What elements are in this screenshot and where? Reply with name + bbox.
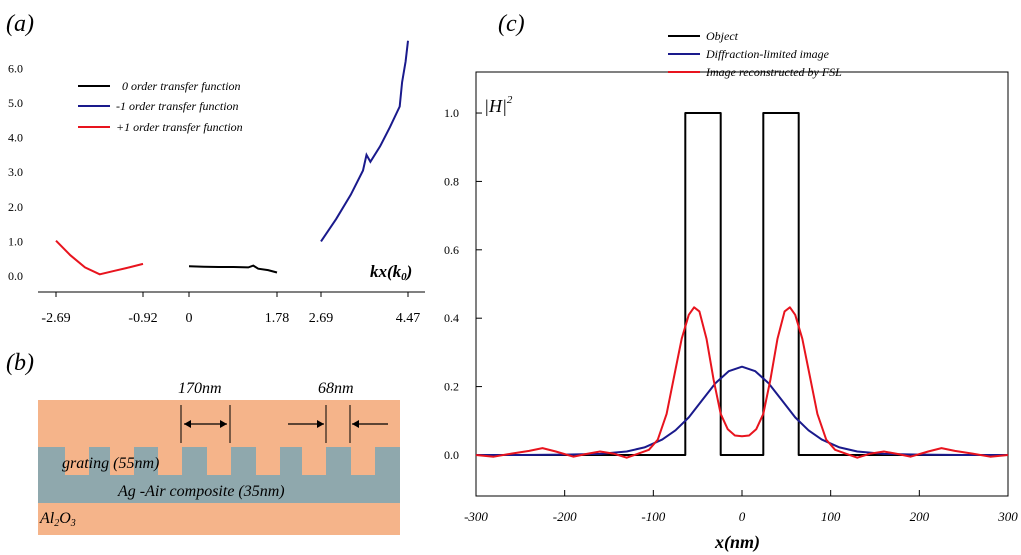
grating-groove xyxy=(256,447,280,475)
chart-c-y-tick-label: 0.8 xyxy=(444,174,459,188)
chart-c-frame xyxy=(475,71,1009,497)
chart-a-x-tick-label: -0.92 xyxy=(128,311,157,326)
chart-c-x-tick-label: 200 xyxy=(910,509,930,524)
chart-a-y-tick-label: 5.0 xyxy=(8,96,23,110)
series-diffraction-limited-image xyxy=(476,365,1008,456)
panel-label-c: (c) xyxy=(498,11,525,37)
chart-a-x-label: kx(k0) xyxy=(370,262,412,283)
chart-a-x-ticks: -2.69 -0.92 0 1.78 2.69 4.47 xyxy=(41,292,420,326)
chart-c-x-tick-label: 0 xyxy=(739,509,746,524)
chart-a-x-tick-label: 1.78 xyxy=(265,311,290,326)
series-image-reconstructed-by-fsl xyxy=(475,306,1009,459)
chart-c-x-tick-label: 100 xyxy=(821,509,841,524)
legend-label-minus1-order: -1 order transfer function xyxy=(116,99,239,113)
chart-a-series xyxy=(55,40,409,276)
grating-label: grating (55nm) xyxy=(62,455,159,472)
panel-label-b: (b) xyxy=(6,350,34,376)
chart-c-series xyxy=(475,112,1009,459)
dim1-label: 170nm xyxy=(178,380,222,397)
grating-groove xyxy=(110,447,134,475)
chart-a-y-tick-label: 0.0 xyxy=(8,269,23,283)
series-1-order-transfer-function xyxy=(320,40,409,242)
chart-a-x-tick-label: 0 xyxy=(186,311,193,326)
dim1-arrowhead-left xyxy=(184,420,191,428)
grating-groove xyxy=(207,447,231,475)
series-object xyxy=(476,112,1008,456)
chart-c-y-tick-label: 0.6 xyxy=(444,243,459,257)
dim2-arrowhead-right xyxy=(352,420,359,428)
dim2-label: 68nm xyxy=(318,380,354,397)
diagram-b: 170nm 68nm grating (55nm) Ag -Air compos… xyxy=(38,380,400,535)
grating-groove xyxy=(351,447,375,475)
grating-groove xyxy=(158,447,182,475)
chart-c-x-label: x(nm) xyxy=(714,532,760,553)
chart-c-y-tick-label: 1.0 xyxy=(444,106,459,120)
chart-a-y-tick-label: 1.0 xyxy=(8,234,23,248)
chart-a-x-tick-label: 4.47 xyxy=(396,311,421,326)
chart-a-legend: 0 order transfer function -1 order trans… xyxy=(78,79,243,134)
composite-label: Ag -Air composite (35nm) xyxy=(117,483,285,500)
dim1-arrowhead-right xyxy=(220,420,227,428)
dim2-arrowhead-left xyxy=(317,420,324,428)
chart-c: 0.0 0.2 0.4 0.6 0.8 1.0 -300 -200 -100 0 100 200 30… xyxy=(444,29,1018,553)
panel-label-a: (a) xyxy=(6,11,34,37)
chart-a-y-tick-label: 6.0 xyxy=(8,61,23,75)
legend-label-diffraction: Diffraction-limited image xyxy=(705,47,830,61)
legend-label-object: Object xyxy=(706,29,739,43)
chart-c-y-tick-label: 0.0 xyxy=(444,448,459,462)
substrate-label: Al2O3 xyxy=(39,510,76,529)
legend-label-0-order: 0 order transfer function xyxy=(122,79,241,93)
chart-c-x-ticks: -300 -200 -100 0 100 200 300 xyxy=(464,490,1018,524)
grating-grooves xyxy=(65,447,375,475)
chart-a-y-tick-label: 4.0 xyxy=(8,131,23,145)
chart-c-x-tick-label: 300 xyxy=(997,509,1018,524)
chart-c-y-tick-label: 0.2 xyxy=(444,380,459,394)
chart-a-y-ticks: 0.0 1.0 2.0 3.0 4.0 5.0 6.0 xyxy=(8,61,23,283)
chart-c-x-tick-label: -300 xyxy=(464,509,488,524)
chart-c-x-tick-label: -200 xyxy=(553,509,577,524)
chart-c-y-label: |H|2 xyxy=(484,94,513,116)
grating-groove xyxy=(65,447,89,475)
chart-c-legend: Object Diffraction-limited image Image r… xyxy=(668,29,842,79)
series-1-order-transfer-function xyxy=(55,239,144,276)
grating-groove xyxy=(302,447,326,475)
chart-a-y-tick-label: 3.0 xyxy=(8,165,23,179)
chart-c-y-tick-label: 0.4 xyxy=(444,311,459,325)
chart-a-x-tick-label: 2.69 xyxy=(309,311,334,326)
chart-c-y-ticks: 0.0 0.2 0.4 0.6 0.8 1.0 xyxy=(444,106,482,462)
legend-label-fsl: Image reconstructed by FSL xyxy=(705,65,842,79)
chart-a-y-tick-label: 2.0 xyxy=(8,200,23,214)
series-0-order-transfer-function xyxy=(188,264,278,274)
chart-a-x-tick-label: -2.69 xyxy=(41,311,70,326)
legend-label-plus1-order: +1 order transfer function xyxy=(116,120,243,134)
chart-a: 0.0 1.0 2.0 3.0 4.0 5.0 6.0 -2.69 -0.92 0 1.78 2.6… xyxy=(8,40,425,326)
chart-c-x-tick-label: -100 xyxy=(641,509,665,524)
